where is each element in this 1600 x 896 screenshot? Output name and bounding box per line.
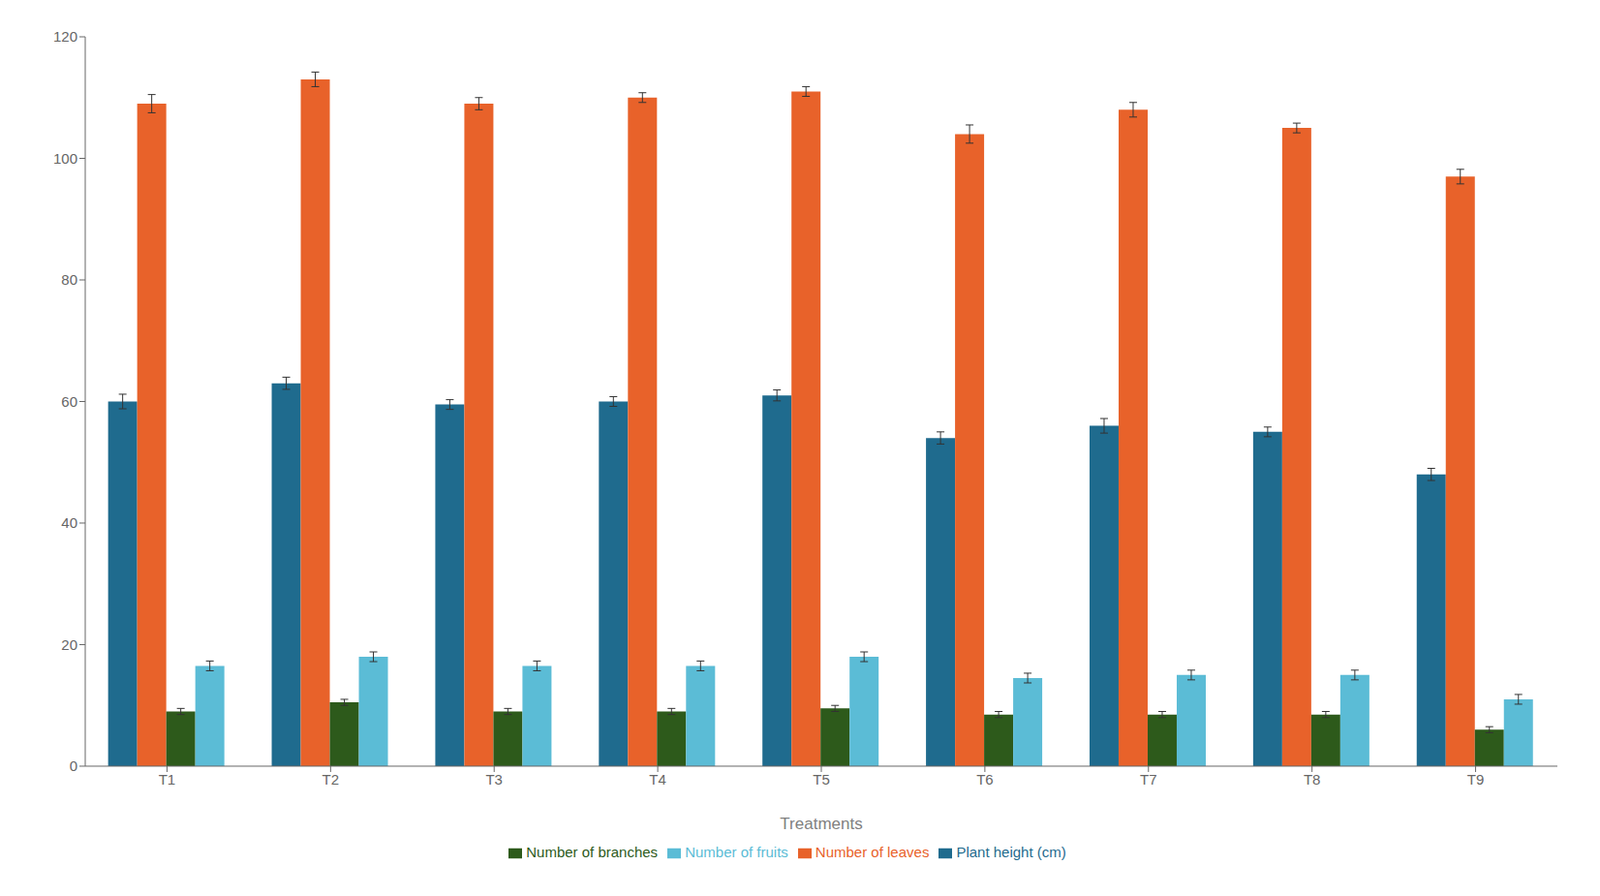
svg-text:T7: T7 <box>1139 770 1158 788</box>
svg-text:T2: T2 <box>322 770 340 788</box>
svg-text:80: 80 <box>61 271 78 288</box>
svg-text:120: 120 <box>53 28 78 45</box>
svg-text:0: 0 <box>69 757 78 774</box>
svg-text:T1: T1 <box>158 770 177 788</box>
html-text:Number of fruits: Number of fruits <box>684 843 789 861</box>
svg-text:60: 60 <box>61 393 78 410</box>
svg-text:T8: T8 <box>1303 770 1322 788</box>
html-text:Number of branches: Number of branches <box>526 843 658 861</box>
svg-text:40: 40 <box>61 514 78 531</box>
svg-text:T3: T3 <box>485 770 503 788</box>
svg-text:T5: T5 <box>812 770 831 788</box>
svg-text:T9: T9 <box>1467 770 1485 788</box>
svg-text:T6: T6 <box>976 770 994 788</box>
svg-text:Treatments: Treatments <box>779 814 862 833</box>
svg-text:20: 20 <box>61 636 78 653</box>
svg-text:T4: T4 <box>648 770 667 788</box>
html-text:Plant height (cm): Plant height (cm) <box>956 843 1067 861</box>
html-text:Number of leaves: Number of leaves <box>815 843 930 861</box>
svg-text:100: 100 <box>53 150 78 167</box>
